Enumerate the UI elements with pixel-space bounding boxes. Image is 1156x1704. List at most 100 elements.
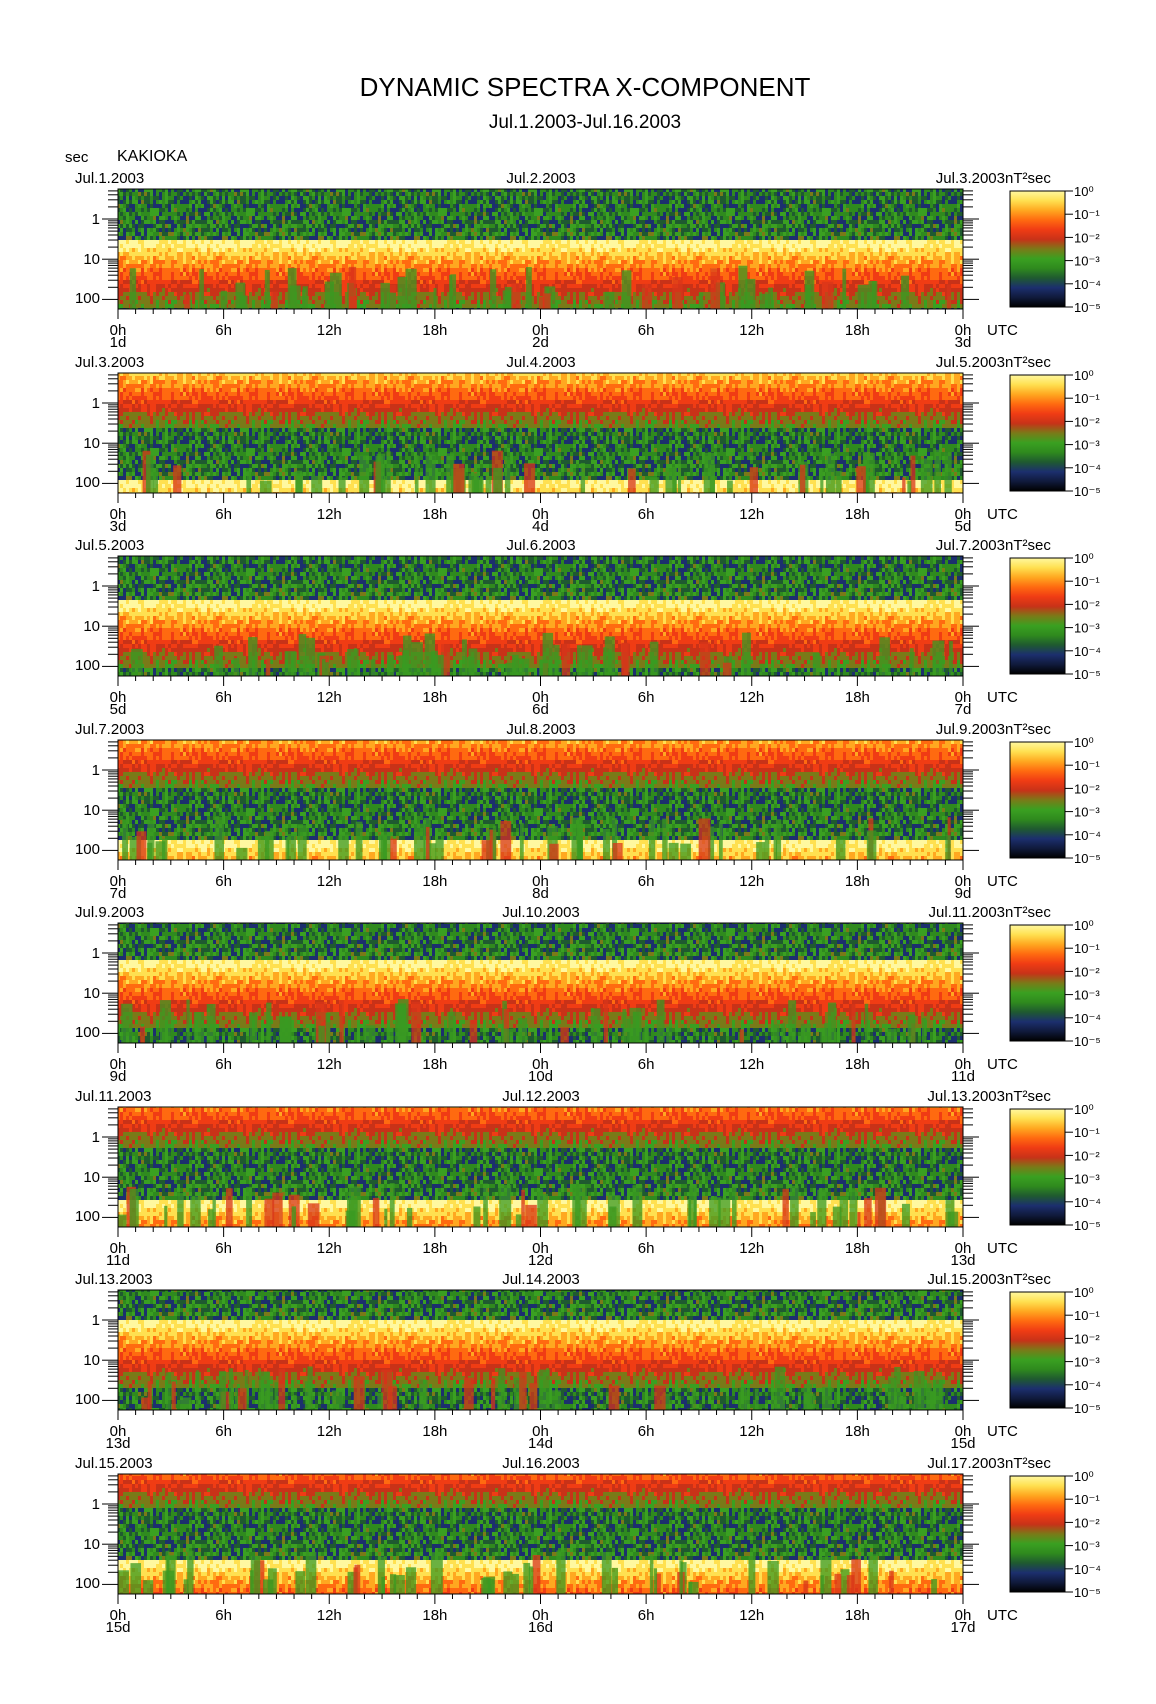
spectral-burst [612,818,618,860]
spectral-burst [264,269,270,309]
spectral-burst [759,663,766,676]
spectral-burst [653,1568,658,1594]
spectral-burst [483,1183,488,1227]
x-unit-label: UTC [987,322,1018,339]
spectral-burst [183,1579,189,1594]
spectral-burst [293,1395,297,1410]
spectral-burst [820,1575,824,1594]
spectral-burst [538,1369,550,1410]
colorbar-tick-label: 10⁻⁵ [1074,300,1101,315]
spectral-burst [700,642,711,676]
spectral-burst [295,1571,306,1594]
spectral-burst [186,999,190,1043]
y-tick-label: 100 [75,290,100,307]
spectral-burst [193,1012,205,1043]
spectral-burst [913,1370,925,1410]
spectral-burst [311,475,323,493]
spectral-burst [448,1011,456,1043]
x-tick-label: 18h [422,322,447,339]
colorbar-tick-label: 10⁻² [1074,1148,1100,1163]
colorbar-unit-label: nT²sec [1005,354,1051,371]
spectral-burst [756,842,766,860]
spectral-burst [945,835,951,860]
x-tick-label: 0h [110,873,127,890]
panel-date-right: Jul.17.2003 [927,1455,1005,1472]
y-tick-label: 10 [83,985,100,1002]
y-tick-label: 100 [75,657,100,674]
spectral-burst [208,1209,214,1227]
x-tick-label: 0h [110,689,127,706]
x-tick-label: 0h [955,873,972,890]
spectral-burst [668,842,679,860]
spectral-burst [129,268,137,309]
colorbar-tick-label: 10⁻⁴ [1074,461,1101,476]
colorbar-tick-label: 10⁻¹ [1074,1125,1100,1140]
day-label: 12d [528,1252,553,1269]
spectral-burst [581,645,593,676]
day-label: 3d [955,334,972,351]
colorbar-tick-label: 10⁻¹ [1074,207,1100,222]
spectral-burst [745,278,756,309]
colorbar-unit-label: nT²sec [1005,1088,1051,1105]
spectral-burst [773,1024,780,1043]
spectral-burst [153,468,159,493]
spectrogram-panel: Jul.3.2003 Jul.4.2003 Jul.5.2003 1 10 100 0h 6h… [75,354,1101,535]
spectral-burst [909,648,914,676]
spectral-burst [430,1552,443,1594]
spectral-burst [803,1384,812,1410]
spectral-burst [147,1381,152,1410]
spectral-burst [372,1197,380,1227]
spectral-burst [851,1559,861,1594]
spectral-burst [184,294,191,309]
spectral-burst [835,470,842,493]
panel-date-right: Jul.9.2003 [936,721,1005,738]
spectral-burst [708,826,715,860]
spectral-burst [649,477,659,493]
colorbar-tick-label: 10⁻² [1074,964,1100,979]
spectral-burst [161,838,168,860]
spectral-burst [857,1212,861,1227]
spectral-burst [318,1025,325,1043]
spectrogram-image [118,923,963,1043]
x-tick-label: 6h [215,322,232,339]
spectral-burst [688,1581,699,1594]
spectral-burst [715,282,725,309]
spectral-burst [338,834,349,860]
panel-date-left: Jul.15.2003 [75,1455,153,1472]
spectral-burst [788,1000,797,1043]
spectral-burst [547,826,558,860]
spectral-burst [246,1186,252,1227]
y-tick-label: 1 [92,578,100,595]
x-tick-label: 6h [638,873,655,890]
spectral-burst [268,1568,277,1594]
spectral-burst [759,293,771,309]
x-tick-label: 18h [845,506,870,523]
spectral-burst [118,1214,127,1227]
x-tick-label: 12h [317,1240,342,1257]
spectral-burst [710,268,721,309]
spectral-burst [863,451,870,493]
spectral-burst [390,838,397,860]
spectral-burst [258,1371,270,1410]
spectral-burst [492,825,497,860]
spectral-burst [465,657,475,676]
colorbar-tick-label: 10⁻⁵ [1074,1585,1101,1600]
spectral-burst [353,1376,365,1410]
day-label: 1d [110,334,127,351]
x-tick-label: 0h [532,506,549,523]
spectral-burst [519,822,524,860]
colorbar-tick-label: 10⁻⁵ [1074,667,1101,682]
spectral-burst [542,632,554,676]
x-tick-label: 6h [215,1240,232,1257]
spectral-burst [249,1570,254,1594]
spectral-burst [898,1396,907,1410]
spectral-burst [511,283,521,309]
spectral-burst [397,276,408,309]
x-tick-label: 12h [317,1423,342,1440]
spectral-burst [487,1579,494,1594]
spectral-burst [513,658,525,676]
spectral-burst [212,1192,216,1227]
x-tick-label: 12h [739,322,764,339]
day-label: 15d [105,1619,130,1636]
spectral-burst [680,843,691,860]
